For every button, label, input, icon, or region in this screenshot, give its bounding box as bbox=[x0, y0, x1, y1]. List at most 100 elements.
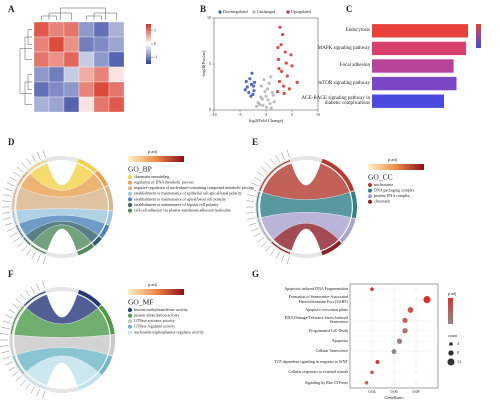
heatmap-cell bbox=[63, 96, 80, 113]
term-arc bbox=[77, 158, 97, 173]
gene-arc bbox=[28, 160, 47, 172]
heatmap-cell bbox=[108, 96, 125, 113]
heatmap-cell bbox=[33, 81, 50, 98]
term-arc bbox=[104, 185, 113, 211]
point bbox=[264, 94, 268, 98]
legend-label: Downregulated bbox=[223, 9, 248, 14]
heatmap-cell bbox=[93, 36, 110, 53]
category-label-box: Apoptosis induced DNA Fragmentation bbox=[284, 286, 348, 290]
point bbox=[275, 90, 280, 94]
category-label: Focal adhesion bbox=[339, 63, 370, 69]
point bbox=[287, 87, 291, 91]
heatmap-cell bbox=[48, 96, 65, 113]
category-label: DNA Damage/Telomere Stress Induced Senes… bbox=[284, 315, 348, 325]
x-tick-label: 5 bbox=[291, 112, 293, 117]
gene-tick bbox=[17, 166, 24, 173]
x-tick-label: 0 bbox=[265, 112, 267, 117]
point bbox=[244, 79, 248, 84]
gene-tick bbox=[17, 241, 24, 248]
term-arc bbox=[98, 305, 115, 335]
point bbox=[281, 32, 285, 37]
legend-label: nucleosome bbox=[374, 182, 393, 187]
gene-tick bbox=[247, 217, 256, 220]
size-legend-title: count bbox=[448, 333, 458, 338]
gene-tick bbox=[36, 283, 40, 291]
point bbox=[295, 80, 299, 84]
gene-arc bbox=[23, 373, 46, 389]
dot bbox=[407, 307, 414, 313]
category-label: Cellular responses to external stimuli bbox=[288, 369, 348, 375]
gene-tick bbox=[13, 171, 20, 177]
point bbox=[284, 61, 288, 65]
dot bbox=[391, 349, 397, 355]
point bbox=[266, 98, 270, 102]
gene-tick bbox=[7, 182, 15, 187]
gene-arc bbox=[15, 224, 24, 238]
heatmap-cell bbox=[48, 36, 65, 53]
point bbox=[248, 77, 252, 81]
category-label-box: mTOR signaling pathway bbox=[318, 81, 370, 86]
bar bbox=[372, 41, 467, 56]
category-label-box: Cellular Senescence bbox=[316, 349, 348, 353]
gene-tick bbox=[15, 375, 22, 382]
size-legend-dot bbox=[449, 342, 453, 346]
dot bbox=[402, 328, 408, 334]
gene-tick bbox=[270, 158, 276, 166]
x-axis-label: GeneRatio bbox=[384, 395, 404, 400]
category-label: Formation of Senescence-Associated Heter… bbox=[288, 294, 348, 304]
legend-swatch bbox=[128, 203, 132, 207]
point bbox=[262, 78, 266, 82]
gene-tick bbox=[31, 251, 36, 259]
legend-title: GO_MF bbox=[128, 298, 153, 307]
heatmap-cell bbox=[63, 66, 80, 83]
gene-arc bbox=[23, 237, 31, 245]
dendrogram bbox=[60, 7, 106, 20]
gene-arc bbox=[23, 291, 46, 307]
point bbox=[279, 43, 283, 47]
heatmap-cell bbox=[33, 36, 50, 53]
x-tick-label: 10 bbox=[316, 112, 320, 117]
gene-arc bbox=[12, 211, 17, 225]
point bbox=[251, 92, 255, 96]
gene-arc bbox=[13, 355, 25, 374]
category-label-box: MAPK signaling pathway bbox=[318, 46, 370, 51]
gene-tick bbox=[257, 237, 264, 243]
category-label-box: Focal adhesion bbox=[339, 63, 370, 69]
gene-tick bbox=[281, 152, 285, 160]
point bbox=[290, 64, 294, 68]
color-bar bbox=[128, 156, 184, 162]
point bbox=[282, 84, 286, 88]
y-tick-label: 5 bbox=[209, 61, 211, 66]
heatmap-cell bbox=[108, 66, 125, 83]
heatmap-cell bbox=[63, 51, 80, 68]
gene-tick bbox=[42, 256, 46, 265]
gene-arc bbox=[257, 218, 272, 242]
heatmap-cell bbox=[33, 96, 50, 113]
category-label: Signaling by Rho GTPases bbox=[304, 379, 348, 385]
legend-swatch bbox=[128, 208, 132, 213]
gene-tick bbox=[30, 286, 35, 294]
point bbox=[251, 84, 256, 88]
legend-swatch bbox=[368, 188, 372, 193]
point bbox=[250, 71, 254, 75]
color-bar bbox=[128, 289, 184, 295]
bar bbox=[372, 24, 468, 38]
gene-tick bbox=[5, 314, 13, 319]
heatmap-cell bbox=[78, 96, 95, 113]
gene-tick bbox=[8, 366, 16, 372]
gene-tick bbox=[2, 200, 11, 202]
legend-swatch bbox=[128, 324, 132, 329]
dot bbox=[370, 287, 374, 291]
legend-label: Upregulated bbox=[291, 9, 311, 14]
legend-title: GO_BP bbox=[128, 165, 152, 174]
legend-swatch bbox=[218, 10, 222, 14]
heatmap-cell bbox=[108, 81, 125, 98]
x-tick-label: 0.06 bbox=[391, 389, 398, 394]
heatmap-cell bbox=[48, 51, 65, 68]
category-label: Apoptosis bbox=[331, 338, 348, 344]
legend-label: chromatin remodeling bbox=[134, 174, 169, 179]
point bbox=[269, 106, 273, 110]
gene-tick bbox=[37, 152, 41, 160]
legend-label: nucleoside-triphosphatase regulator acti… bbox=[134, 329, 204, 334]
point bbox=[289, 53, 293, 57]
